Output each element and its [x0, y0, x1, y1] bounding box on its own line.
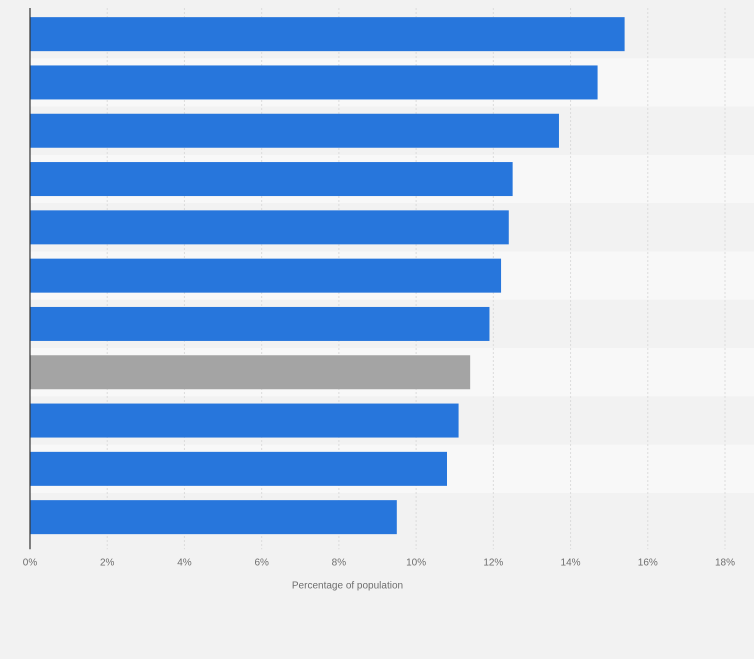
x-tick-label: 16% — [638, 557, 658, 568]
bar — [30, 65, 598, 100]
x-tick-label: 2% — [100, 557, 115, 568]
x-tick-label: 6% — [254, 557, 269, 568]
x-tick-label: 12% — [483, 557, 503, 568]
x-tick-label: 8% — [332, 557, 347, 568]
x-tick-label: 14% — [561, 557, 581, 568]
bar — [30, 451, 447, 486]
x-tick-label: 10% — [406, 557, 426, 568]
bar — [30, 162, 513, 197]
x-tick-label: 4% — [177, 557, 192, 568]
bar — [30, 403, 459, 438]
x-tick-label: 18% — [715, 557, 735, 568]
bar-highlighted — [30, 355, 471, 390]
x-axis-title: Percentage of population — [292, 580, 403, 591]
bar — [30, 210, 509, 245]
bar — [30, 113, 559, 148]
x-tick-label: 0% — [23, 557, 38, 568]
bar — [30, 306, 490, 341]
bars — [30, 17, 625, 535]
bar — [30, 17, 625, 52]
bar — [30, 258, 502, 293]
x-axis-ticks: 0% 2% 4% 6% 8% 10% 12% 14% 16% 18% — [23, 557, 735, 568]
bar — [30, 500, 397, 535]
